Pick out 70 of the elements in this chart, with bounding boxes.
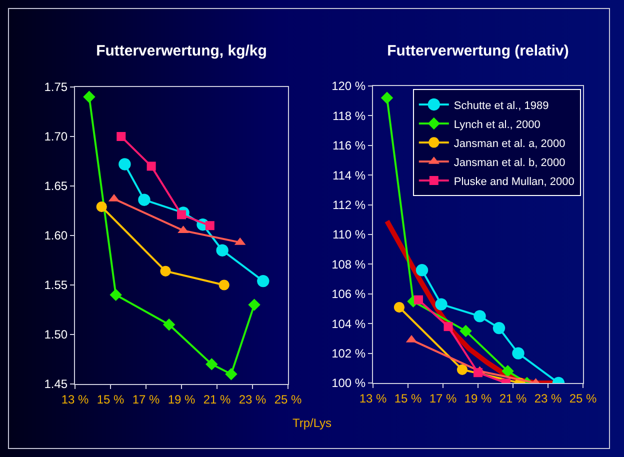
point [456, 364, 468, 375]
x-tick-label: 15 % [394, 391, 422, 406]
x-tick-label: 13 % [61, 392, 89, 406]
x-tick-label: 25 % [274, 392, 302, 406]
point [110, 288, 122, 302]
point [96, 201, 107, 212]
point [492, 322, 506, 334]
y-tick-label: 120 % [332, 79, 366, 94]
y-tick-label: 1.55 [44, 278, 68, 292]
x-tick-label: 19 % [464, 391, 492, 406]
x-tick-label: 23 % [238, 392, 266, 406]
point [380, 92, 394, 104]
y-tick-label: 102 % [332, 346, 366, 360]
point [512, 347, 524, 360]
point [460, 324, 472, 338]
legend-label: Jansman et al. b, 2000 [454, 156, 566, 169]
y-tick-label: 110 % [332, 228, 366, 242]
point [160, 266, 171, 276]
y-tick-label: 100 % [332, 376, 366, 390]
point [414, 295, 423, 304]
y-tick-label: 118 % [332, 108, 366, 123]
point [257, 274, 270, 288]
point [218, 280, 230, 290]
point [248, 298, 260, 311]
legend-label: Lynch et al., 2000 [454, 118, 540, 131]
x-tick-label: 17 % [429, 391, 457, 406]
point [205, 221, 214, 230]
point [177, 210, 186, 220]
x-axis-title: Trp/Lys [291, 416, 333, 430]
x-tick-label: 25 % [569, 391, 597, 406]
x-tick-label: 21 % [203, 392, 231, 406]
point [444, 322, 453, 332]
point [416, 264, 428, 276]
point [216, 244, 228, 256]
y-tick-label: 108 % [332, 257, 366, 272]
point [502, 365, 514, 378]
x-tick-label: 17 % [132, 392, 160, 406]
point [225, 368, 238, 380]
x-tick-label: 19 % [168, 392, 196, 406]
point [206, 358, 218, 370]
point [474, 368, 482, 378]
y-tick-label: 106 % [332, 287, 366, 302]
point [138, 194, 150, 206]
y-tick-label: 1.70 [44, 130, 68, 144]
point [474, 310, 486, 322]
point [435, 298, 448, 310]
point [116, 132, 126, 141]
legend-label: Schutte et al., 1989 [454, 100, 549, 112]
y-tick-label: 1.65 [44, 179, 68, 194]
point [83, 90, 96, 104]
y-tick-label: 104 % [332, 316, 366, 331]
y-tick-label: 1.75 [44, 80, 68, 94]
legend-label: Pluske and Mullan, 2000 [454, 176, 574, 188]
point [162, 318, 176, 331]
chart-title: Futterverwertung, kg/kg [96, 42, 267, 60]
point [118, 158, 131, 170]
x-tick-label: 15 % [96, 392, 124, 406]
y-tick-label: 1.50 [44, 328, 68, 342]
point [146, 162, 156, 171]
y-tick-label: 116 % [332, 138, 366, 153]
point [394, 302, 405, 313]
y-tick-label: 1.45 [44, 377, 68, 392]
y-tick-label: 112 % [332, 198, 366, 212]
y-tick-label: 114 % [332, 168, 366, 182]
y-tick-label: 1.60 [44, 228, 68, 243]
x-tick-label: 21 % [499, 391, 527, 406]
legend-label: Jansman et al. a, 2000 [454, 138, 566, 150]
x-tick-label: 23 % [534, 391, 562, 406]
chart-title: Futterverwertung (relativ) [387, 42, 569, 60]
x-tick-label: 13 % [359, 391, 387, 406]
